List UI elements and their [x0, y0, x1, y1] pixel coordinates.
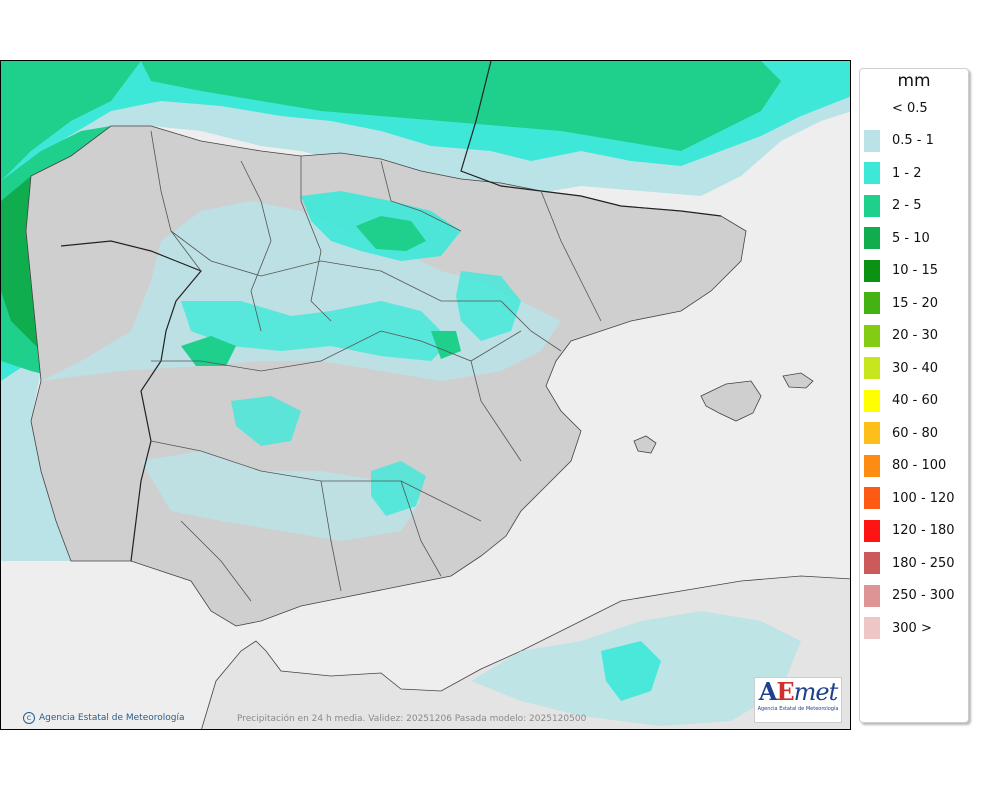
legend-item: 250 - 300 [860, 584, 968, 607]
agency-credit[interactable]: c Agencia Estatal de Meteorología [23, 712, 185, 724]
legend-label: 80 - 100 [892, 458, 947, 473]
legend-item: 1 - 2 [860, 162, 968, 184]
land-mallorca [700, 380, 762, 422]
precip-land-cyan-sw [231, 396, 301, 446]
legend-item: 80 - 100 [860, 454, 968, 477]
legend-label: 2 - 5 [892, 198, 922, 213]
legend-swatch [864, 162, 880, 184]
aemet-logo-mark: AEmet [758, 677, 839, 707]
legend-item: 2 - 5 [860, 194, 968, 217]
legend-item: 0.5 - 1 [860, 129, 968, 152]
legend-item: 300 > [860, 617, 968, 639]
legend-swatch [864, 454, 880, 477]
legend-item: 10 - 15 [860, 259, 968, 282]
legend-label: 120 - 180 [892, 523, 955, 538]
legend-item: 120 - 180 [860, 519, 968, 542]
legend-label: 20 - 30 [892, 328, 939, 343]
legend-item: 40 - 60 [860, 389, 968, 412]
legend-swatch [864, 129, 880, 152]
precip-land-cyan-center [181, 301, 451, 361]
legend-swatch [864, 519, 880, 542]
legend-swatch [864, 357, 880, 379]
legend-swatch [864, 324, 880, 347]
precipitation-map[interactable]: c Agencia Estatal de Meteorología Precip… [0, 60, 851, 730]
legend-swatch [864, 97, 880, 119]
legend-item: < 0.5 [860, 97, 968, 119]
legend-item: 100 - 120 [860, 487, 968, 509]
precip-land-green-north [356, 216, 426, 251]
legend-swatch [864, 194, 880, 217]
legend-label: 40 - 60 [892, 393, 939, 408]
border-portugal [60, 240, 202, 562]
precip-zone-atlantic-green [1, 61, 850, 181]
legend-swatch [864, 552, 880, 574]
precip-land-cyan-east [456, 271, 521, 341]
legend-unit: mm [897, 71, 931, 91]
copyright-icon: c [23, 712, 35, 724]
precip-land-cyan-se [371, 461, 426, 516]
legend-label: < 0.5 [892, 100, 928, 116]
legend-label: 250 - 300 [892, 588, 955, 603]
precipitation-legend: mm < 0.5 0.5 - 1 1 - 2 2 - 5 5 - 10 10 - 15 15… [859, 68, 969, 723]
legend-label: 300 > [892, 620, 932, 636]
precip-zone-atlantic-light [1, 61, 850, 561]
aemet-logo-subtitle: Agencia Estatal de Meteorología [757, 706, 839, 712]
aemet-logo[interactable]: AEmet Agencia Estatal de Meteorología [754, 677, 842, 723]
legend-swatch [864, 422, 880, 444]
legend-label: 10 - 15 [892, 263, 939, 278]
legend-swatch [864, 292, 880, 314]
legend-label: 60 - 80 [892, 425, 939, 441]
legend-label: 5 - 10 [892, 230, 930, 246]
land-ibiza [633, 435, 657, 454]
precip-africa-cyan [601, 641, 661, 701]
legend-swatch [864, 259, 880, 282]
legend-swatch [864, 617, 880, 639]
legend-label: 1 - 2 [892, 165, 922, 181]
legend-swatch [864, 389, 880, 412]
legend-label: 100 - 120 [892, 490, 955, 506]
legend-item: 15 - 20 [860, 292, 968, 314]
legend-label: 30 - 40 [892, 360, 939, 376]
legend-swatch [864, 584, 880, 607]
legend-swatch [864, 227, 880, 249]
legend-label: 0.5 - 1 [892, 133, 934, 148]
region-borders [150, 130, 602, 602]
legend-swatch [864, 487, 880, 509]
land-menorca [782, 372, 814, 389]
legend-item: 5 - 10 [860, 227, 968, 249]
legend-label: 15 - 20 [892, 295, 939, 311]
map-caption: Precipitación en 24 h media. Validez: 20… [237, 714, 587, 724]
legend-item: 30 - 40 [860, 357, 968, 379]
legend-label: 180 - 250 [892, 555, 955, 571]
legend-item: 60 - 80 [860, 422, 968, 444]
legend-item: 180 - 250 [860, 552, 968, 574]
precip-land-light-south [141, 451, 421, 541]
map-canvas [1, 61, 850, 729]
legend-item: 20 - 30 [860, 324, 968, 347]
agency-credit-label: Agencia Estatal de Meteorología [39, 713, 185, 723]
